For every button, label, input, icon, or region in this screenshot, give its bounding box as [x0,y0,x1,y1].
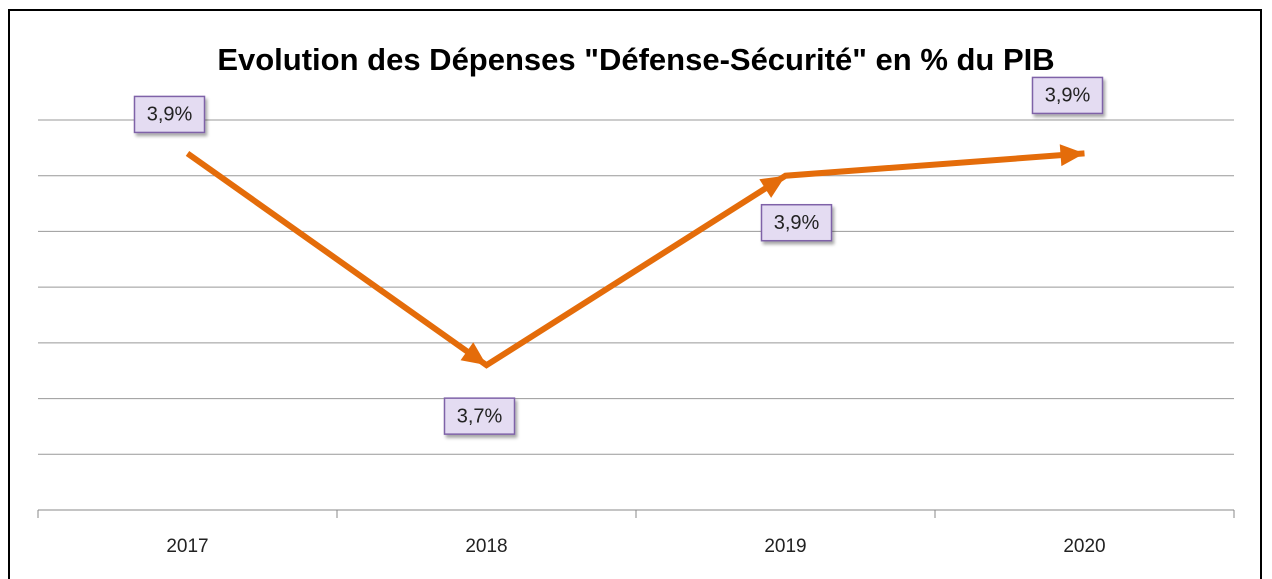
plot-area [38,120,1234,510]
arrowhead [759,175,786,198]
x-tick-label: 2019 [764,536,806,557]
x-tick-label: 2017 [166,536,208,557]
data-label-box [760,203,833,242]
x-tick-label: 2020 [1063,536,1105,557]
data-label: 3,9% [1031,76,1104,115]
data-label: 3,9% [760,203,833,242]
data-label-box [443,397,516,435]
data-label-text: 3,7% [457,405,503,427]
data-label: 3,9% [133,95,206,134]
chart-title: Evolution des Dépenses "Défense-Sécurité… [217,42,1054,77]
data-label-text: 3,9% [1045,85,1091,107]
line [185,150,1085,369]
arrowhead [460,342,487,366]
arrowhead [1059,144,1085,167]
data-label-box [133,95,206,134]
data-label-text: 3,9% [147,104,193,126]
x-tick-label: 2018 [465,536,507,557]
data-label-text: 3,9% [774,212,820,234]
data-label: 3,7% [443,397,516,435]
data-label-box [1031,76,1104,115]
